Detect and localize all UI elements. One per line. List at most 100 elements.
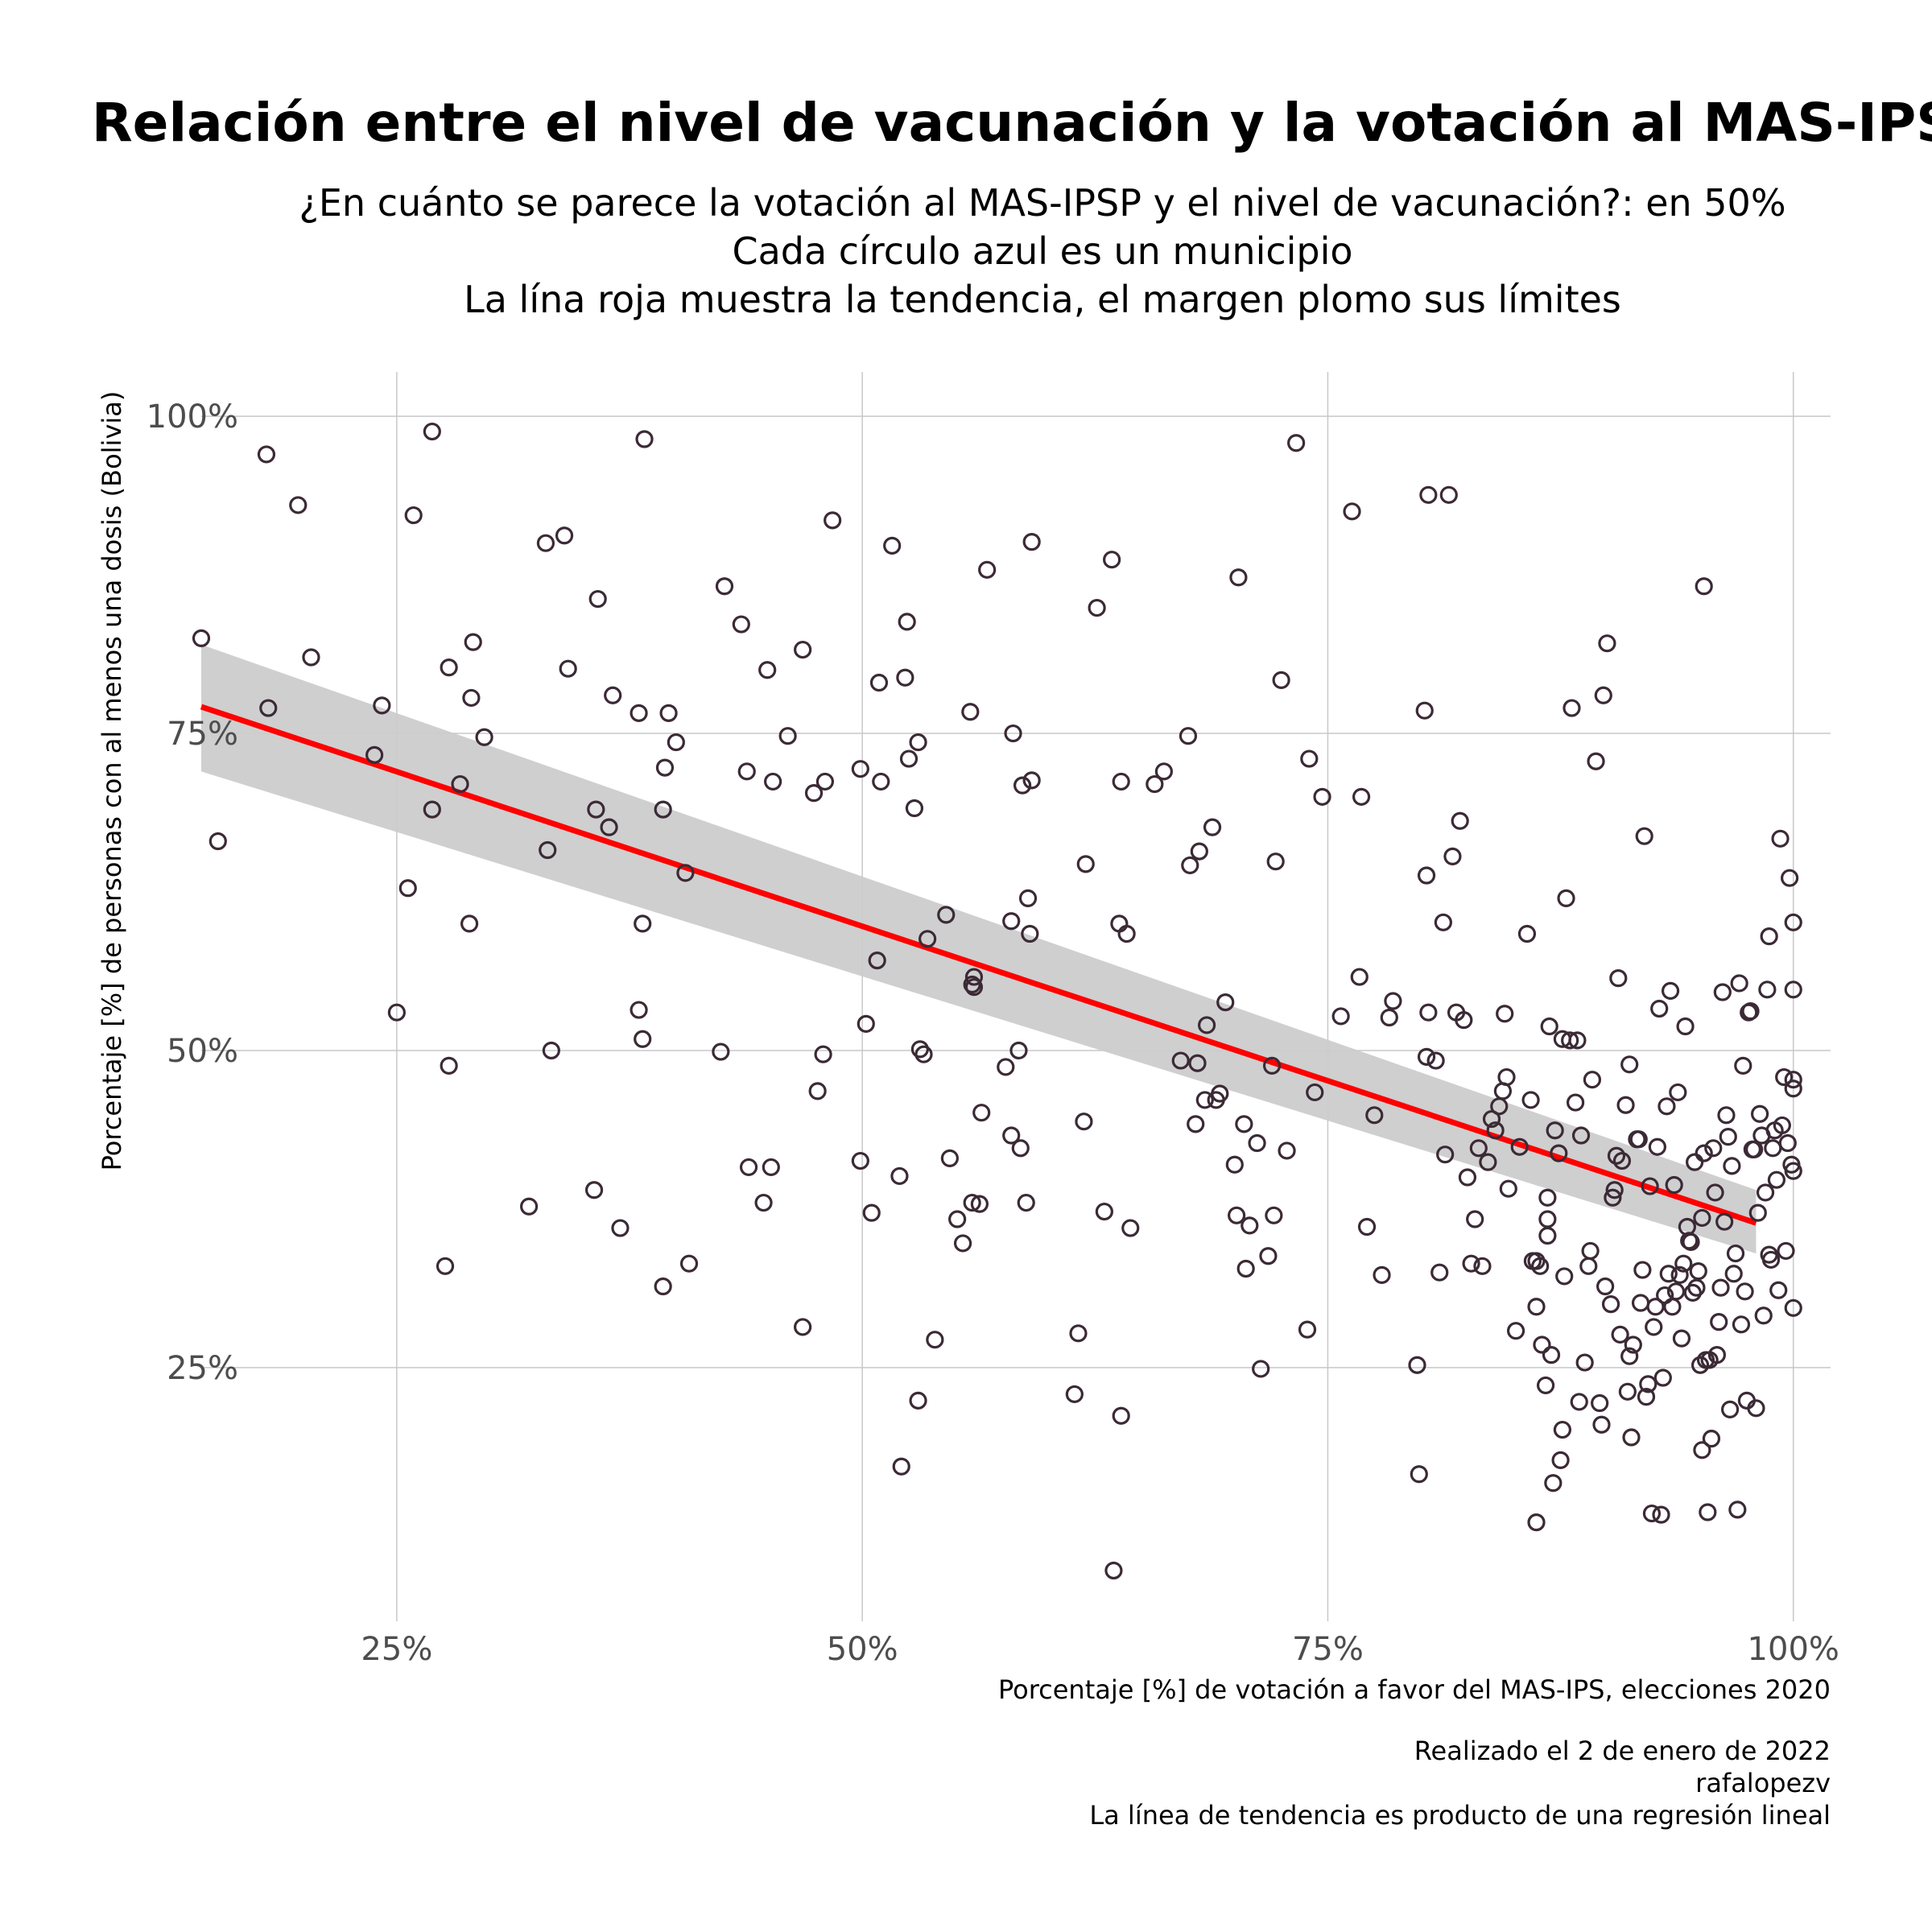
scatter-point [1607,1146,1626,1165]
scatter-point [961,703,980,721]
scatter-point [1581,1241,1600,1261]
scatter-point [1262,1056,1282,1075]
scatter-point [398,879,417,898]
scatter-point [1706,1183,1724,1202]
confidence-band [201,644,1757,1254]
scatter-point [1784,1080,1802,1098]
grid-lines [201,372,1831,1621]
scatter-point [919,930,937,948]
scatter-point [387,1003,406,1022]
scatter-point [1410,1465,1428,1484]
scatter-point [1419,1003,1438,1022]
scatter-point [1637,1388,1656,1406]
scatter-point [1531,1257,1550,1275]
chart-title: Relación entre el nivel de vacunación y … [92,92,1932,154]
scatter-point [1171,1051,1190,1070]
scatter-point [659,704,678,722]
scatter-point [869,673,889,692]
scatter-point [1642,1504,1662,1523]
scatter-point [1682,1232,1700,1251]
x-axis-ticks: 25% 50% 75% 100% [361,1631,1839,1668]
scatter-point [1103,551,1121,569]
scatter-point [1754,1307,1773,1325]
scatter-point [257,445,276,464]
scatter-point [1228,1206,1246,1224]
scatter-point [436,1257,455,1275]
y-tick-label: 50% [167,1033,238,1070]
scatter-point [1546,1121,1564,1140]
scatter-point [1479,1153,1497,1171]
scatter-point [1188,1054,1207,1072]
scatter-point [1629,1130,1648,1149]
scatter-point [1197,1016,1216,1034]
scatter-point [1571,1126,1591,1145]
y-axis-ticks: 25% 50% 75% 100% [147,398,238,1387]
scatter-point [1298,1320,1317,1339]
scatter-point [1689,1262,1707,1281]
scatter-point [423,422,441,441]
scatter-point [1203,818,1222,836]
scatter-point [1653,1368,1672,1387]
scatter-point [1430,1263,1449,1282]
scatter-point [634,1030,652,1048]
scatter-point [1544,1474,1563,1492]
scatter-point [1331,1007,1350,1026]
scatter-point [1726,1244,1745,1263]
scatter-point [1724,1265,1743,1283]
scatter-point [1784,980,1802,999]
scatter-point [1248,1133,1266,1153]
scatter-point [857,1014,875,1033]
scatter-point [1306,1083,1324,1102]
scatter-point [898,613,916,631]
scatter-point [1741,1002,1760,1021]
scatter-point [1357,1217,1377,1236]
scatter-point [1439,485,1458,504]
scatter-point [679,1254,699,1273]
scatter-point [451,774,469,794]
scatter-point [1575,1353,1594,1372]
scatter-point [1187,1115,1205,1133]
scatter-point [1451,811,1469,830]
plot-area [192,372,1831,1621]
scatter-point [937,906,956,924]
scatter-point [1266,852,1285,871]
scatter-point [978,560,997,579]
x-tick-label: 25% [361,1631,432,1668]
scatter-point [1641,1177,1659,1195]
scatter-point [963,975,981,994]
scatter-point [997,1058,1015,1076]
x-tick-label: 50% [827,1631,898,1668]
scatter-point [1747,1399,1765,1418]
scatter-point [862,1203,881,1222]
scatter-point [1216,993,1235,1012]
scatter-points [192,422,1802,1580]
scatter-point [909,733,927,752]
scatter-point [1728,1501,1747,1519]
scatter-point [1380,1008,1398,1027]
scatter-point [365,745,384,764]
scatter-point [600,818,618,836]
scatter-point [1482,1109,1501,1129]
scatter-point [1252,1360,1270,1378]
scatter-point [1021,924,1039,943]
scatter-point [1112,1406,1130,1425]
scatter-point [1777,1241,1795,1261]
scatter-point [1265,1206,1283,1224]
scatter-point [804,784,824,803]
scatter-point [1466,1210,1484,1228]
scatter-point [1616,1096,1635,1114]
scatter-point [1702,1430,1721,1448]
scatter-point [1365,1106,1384,1125]
scatter-point [1075,1113,1093,1131]
scatter-point [1076,855,1095,873]
scatter-point [1104,1561,1123,1580]
scatter-point [1732,1315,1751,1334]
scatter-point [1527,1298,1546,1316]
scatter-point [1555,1267,1574,1286]
scatter-point [1676,1017,1695,1036]
scatter-point [542,1041,560,1060]
scatter-point [1748,1203,1767,1222]
scatter-point [1181,856,1199,875]
scatter-point [764,772,782,791]
scatter-point [808,1082,827,1100]
